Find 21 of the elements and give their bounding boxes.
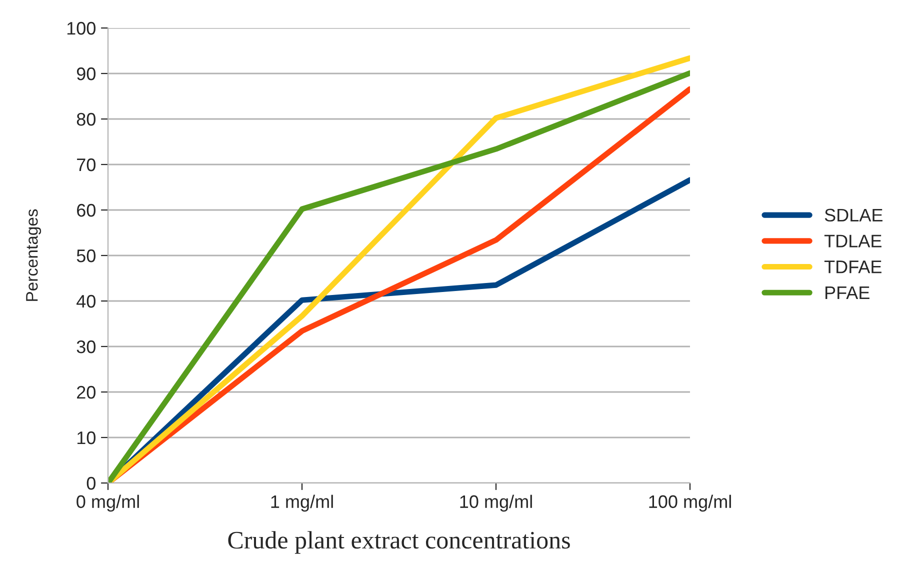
x-axis-title: Crude plant extract concentrations	[228, 531, 570, 554]
y-tick-label: 30	[76, 340, 96, 354]
y-tick-label: 0	[86, 476, 96, 490]
y-tick-label: 70	[77, 158, 96, 172]
legend-label: TDFAE	[824, 260, 882, 274]
x-tick-label: 10 mg/ml	[460, 494, 532, 512]
legend-label: SDLAE	[824, 208, 882, 222]
y-tick-label: 10	[77, 431, 96, 444]
y-tick-label: 50	[76, 249, 96, 262]
x-tick-label: 100 mg/ml	[649, 494, 731, 512]
y-tick-label: 90	[76, 67, 96, 80]
x-tick-label: 0 mg/ml	[76, 494, 139, 512]
legend-label: PFAE	[826, 286, 870, 299]
y-tick-label: 40	[76, 294, 96, 308]
y-axis-title: Percentages	[26, 209, 42, 301]
legend-label: TDLAE	[824, 234, 882, 248]
y-tick-label: 100	[67, 22, 96, 35]
x-tick-label: 1 mg/ml	[271, 494, 333, 512]
y-tick-label: 20	[77, 386, 96, 399]
y-tick-label: 60	[77, 204, 96, 217]
y-tick-label: 80	[76, 112, 96, 126]
